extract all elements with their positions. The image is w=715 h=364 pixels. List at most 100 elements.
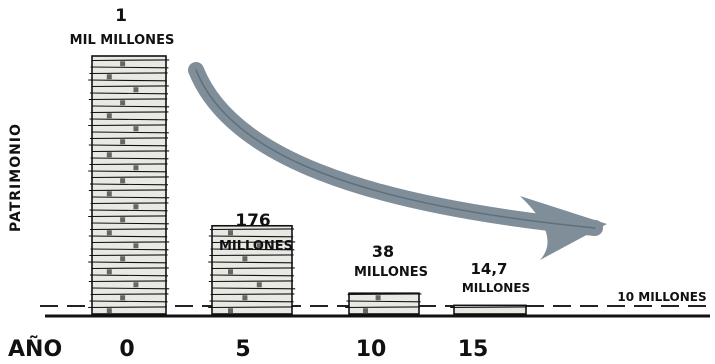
bundle-band <box>375 295 381 301</box>
bundle-line <box>90 202 169 205</box>
value-label-1-number: 176 <box>235 211 271 231</box>
value-labels: 1 MIL MILLONES 176 MILLONES 38 MILLONES … <box>70 6 531 295</box>
bundle-line <box>209 300 294 303</box>
bundle-line <box>91 150 170 153</box>
bundle-line <box>90 66 169 69</box>
bundle-line <box>345 306 420 309</box>
reference-line-label: 10 MILLONES <box>617 290 706 304</box>
bundle-line <box>90 157 169 160</box>
bundle-line <box>91 59 170 62</box>
bundle-line <box>90 111 169 114</box>
y-axis-label: PATRIMONIO <box>8 123 24 232</box>
bundle-band <box>242 256 248 262</box>
bundle-line <box>91 241 170 244</box>
value-label-3-number: 14,7 <box>470 260 507 278</box>
bundle-line <box>89 300 168 303</box>
bundle-band <box>133 282 139 288</box>
bundle-line <box>88 280 168 283</box>
bar-3 <box>453 304 527 315</box>
bundle-line <box>88 124 167 127</box>
bundle-band <box>120 217 126 223</box>
bundle-line <box>208 306 293 309</box>
bundle-line <box>211 267 295 270</box>
bundle-line <box>89 183 169 186</box>
bundle-line <box>89 92 169 95</box>
bar-stacks <box>88 55 527 315</box>
bundle-band <box>133 204 139 210</box>
bundle-line <box>450 306 527 309</box>
bundle-line <box>210 248 295 251</box>
bundle-line <box>91 131 169 134</box>
bundle-line <box>91 176 169 179</box>
value-label-2-unit: MILLONES <box>354 265 428 280</box>
bundle-band <box>133 87 139 93</box>
bundle-line <box>208 235 294 238</box>
bundle-band <box>106 191 112 197</box>
bar-stack-2 <box>345 292 422 315</box>
bundle-line <box>88 261 167 264</box>
bundle-line <box>208 280 294 283</box>
bundle-band <box>256 243 262 249</box>
bundle-band <box>106 269 112 275</box>
bundle-band <box>228 230 233 236</box>
bundle-line <box>90 293 169 296</box>
bundle-line <box>89 254 168 257</box>
bundle-line <box>210 293 295 296</box>
bar-2 <box>348 292 420 315</box>
bundle-band <box>106 74 112 80</box>
x-tick-1: 5 <box>235 337 250 362</box>
bundle-line <box>88 98 168 101</box>
bundle-line <box>208 261 293 264</box>
bundle-band <box>120 178 126 184</box>
bundle-band <box>120 61 126 67</box>
bundle-band <box>106 230 112 236</box>
bundle-band <box>120 100 126 106</box>
bar-stack-3 <box>450 304 527 315</box>
bundle-band <box>228 308 233 314</box>
x-tick-0: 0 <box>119 337 134 362</box>
value-label-0-number: 1 <box>115 6 127 26</box>
bundle-line <box>91 222 169 225</box>
bundle-line <box>91 105 170 108</box>
decline-arrow <box>188 62 607 260</box>
bundle-band <box>133 243 139 249</box>
bundle-line <box>347 293 422 296</box>
bundle-line <box>89 209 168 212</box>
bundle-band <box>106 152 112 158</box>
bundle-line <box>89 72 168 75</box>
bundle-line <box>91 287 170 290</box>
bundle-band <box>242 295 248 301</box>
bundle-line <box>90 248 169 251</box>
bundle-line <box>88 306 167 309</box>
value-label-3-unit: MILLONES <box>462 281 530 295</box>
bar-stack-0 <box>88 55 170 315</box>
bar-stack-1 <box>208 224 296 315</box>
bundle-band <box>106 308 112 314</box>
bundle-band <box>120 139 126 145</box>
bundle-band <box>228 269 233 275</box>
bundle-band <box>133 126 139 132</box>
bundle-line <box>209 254 294 257</box>
bundle-line <box>88 170 167 173</box>
bundle-line <box>88 189 168 192</box>
bundle-line <box>89 137 169 140</box>
value-label-0-unit: MIL MILLONES <box>70 33 175 48</box>
x-axis-label: AÑO <box>8 336 62 362</box>
value-label-2-number: 38 <box>372 242 394 261</box>
x-tick-3: 15 <box>458 337 489 362</box>
bundle-line <box>91 196 170 199</box>
bar-1 <box>211 224 293 315</box>
bundle-line <box>89 274 169 277</box>
bundle-band <box>120 256 126 262</box>
bundle-line <box>211 287 296 290</box>
bundle-band <box>133 165 139 171</box>
bundle-line <box>346 300 421 303</box>
bundle-line <box>88 79 167 82</box>
value-label-1-unit: MILLONES <box>219 239 293 254</box>
bundle-line <box>91 85 169 88</box>
bundle-band <box>106 113 112 119</box>
bundle-line <box>89 118 168 121</box>
bundle-band <box>120 295 126 301</box>
bundle-line <box>91 267 169 270</box>
